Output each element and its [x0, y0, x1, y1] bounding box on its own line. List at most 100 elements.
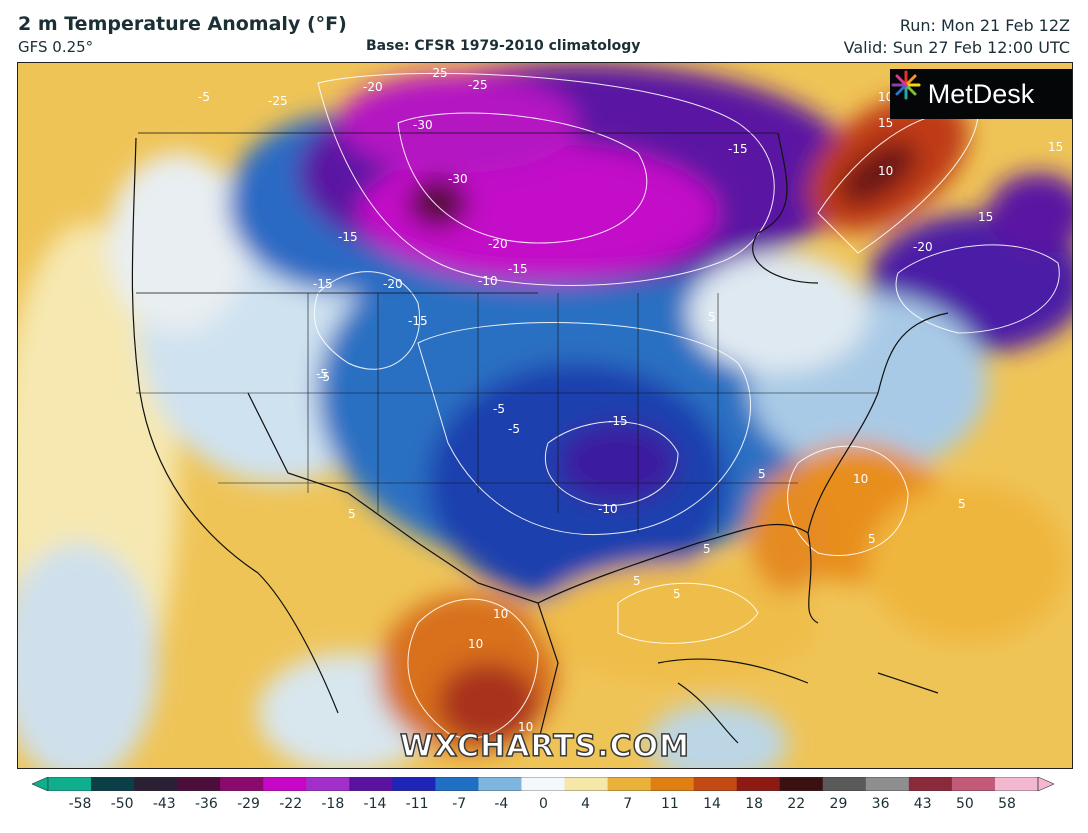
colorbar-tick-label: -58	[68, 796, 92, 812]
contour-label: -5	[316, 367, 328, 381]
contour-label: 15	[978, 210, 993, 224]
colorbar-segment	[607, 777, 652, 791]
contour-label-layer: -5-25-20-25-25-30-30-20-15-10-15 -20-15-5…	[198, 66, 1063, 734]
contour-label: 15	[878, 116, 893, 130]
contour-label: -5	[198, 90, 210, 104]
contour-label: -10	[598, 502, 618, 516]
colorbar-tick-label: 7	[623, 796, 633, 812]
contour-label: -10	[478, 274, 498, 288]
colorbar-tick-label: -14	[363, 796, 387, 812]
contour-label: 15	[1048, 140, 1063, 154]
climatology-base-label: Base: CFSR 1979-2010 climatology	[366, 38, 641, 54]
colorbar-segment	[521, 777, 566, 791]
colorbar-segment	[134, 777, 178, 791]
contour-label: 5	[758, 467, 766, 481]
contour-label: 10	[878, 90, 893, 104]
run-time-label: Run: Mon 21 Feb 12Z	[899, 16, 1070, 35]
contour-label: -30	[448, 172, 468, 186]
colorbar-tick-label: -22	[279, 796, 303, 812]
contour-label: -5	[493, 402, 505, 416]
colorbar-segment	[736, 777, 781, 791]
colorbar-tick-label: 0	[539, 796, 548, 812]
colorbar-tick-label: 36	[871, 796, 890, 812]
contour-label: 5	[673, 587, 681, 601]
contour-label: -5	[508, 422, 520, 436]
colorbar-segment	[908, 777, 953, 791]
colorbar-segment	[822, 777, 867, 791]
colorbar-tick-label: 22	[787, 796, 806, 812]
colorbar-tick-label: -29	[237, 796, 260, 812]
contour-label: 5	[703, 542, 711, 556]
colorbar-tick-label: -43	[152, 796, 176, 812]
valid-time-label: Valid: Sun 27 Feb 12:00 UTC	[843, 38, 1070, 57]
colorbar-tick-label: 58	[998, 796, 1016, 812]
contour-label: 10	[878, 164, 893, 178]
contour-label: -20	[488, 237, 508, 251]
contour-label: 5	[708, 310, 716, 324]
metdesk-logo-text: MetDesk	[927, 78, 1035, 109]
metdesk-logo: MetDesk	[890, 69, 1072, 119]
contour-label: 5	[868, 532, 876, 546]
model-label: GFS 0.25°	[18, 38, 94, 56]
colorbar-segment	[263, 777, 307, 791]
borders	[131, 132, 949, 744]
contour-label: 5	[633, 574, 641, 588]
contour-label: 10	[518, 720, 533, 734]
colorbar-segment	[220, 777, 264, 791]
colorbar-segment	[349, 777, 393, 791]
colorbar-segment	[779, 777, 824, 791]
contour-label: -15	[728, 142, 748, 156]
colorbar-ticks: -58 -50 -43 -36 -29 -22 -18 -14 -11 -7 -4 0 4 7 11 14 18…	[0, 796, 1088, 816]
colorbar-segment	[392, 777, 436, 791]
colorbar-tick-label: 4	[581, 796, 591, 812]
metdesk-pinwheel-icon	[891, 70, 921, 100]
contour-label: -15	[408, 314, 428, 328]
colorbar-segment	[177, 777, 221, 791]
contour-label: -15	[508, 262, 528, 276]
colorbar-segment	[693, 777, 738, 791]
colorbar-tick-label: -18	[321, 796, 345, 812]
contour-label: 10	[493, 607, 508, 621]
contour-label: -25	[268, 94, 288, 108]
colorbar-tick-label: -4	[494, 796, 509, 812]
colorbar-tick-label: 18	[745, 796, 764, 812]
contour-label: -25	[468, 78, 488, 92]
colorbar-segment	[951, 777, 996, 791]
contour-label: -20	[363, 80, 383, 94]
colorbar-tick-label: -11	[405, 796, 429, 812]
contour-label: 10	[468, 637, 483, 651]
colorbar-segment	[91, 777, 135, 791]
colorbar-segment	[650, 777, 695, 791]
colorbar-tick-label: -50	[110, 796, 134, 812]
wxcharts-watermark: WXCHARTS.COM	[399, 728, 691, 765]
colorbar-segment	[994, 777, 1039, 791]
colorbar-segment	[306, 777, 350, 791]
contour-label: -15	[313, 277, 333, 291]
contour-label: -25	[428, 66, 448, 80]
contour-label: 5	[348, 507, 356, 521]
colorbar-segment	[48, 777, 92, 791]
contour-label: -30	[413, 118, 433, 132]
contour-label: 10	[853, 472, 868, 486]
map-canvas: -5-25-20-25-25-30-30-20-15-10-15 -20-15-5…	[18, 63, 1072, 768]
contour-label: -15	[608, 414, 628, 428]
colorbar-tick-label: 50	[955, 796, 974, 812]
colorbar-segment	[865, 777, 910, 791]
contour-label: -20	[913, 240, 933, 254]
colorbar-min-arrow	[32, 777, 49, 791]
colorbar-max-arrow	[1037, 777, 1054, 791]
colorbar-tick-label: -7	[452, 796, 467, 812]
colorbar-segment	[564, 777, 609, 791]
chart-title: 2 m Temperature Anomaly (°F)	[18, 13, 347, 35]
colorbar-tick-label: 29	[829, 796, 848, 812]
colorbar	[32, 777, 1054, 791]
colorbar-tick-label: 14	[703, 796, 721, 812]
anomaly-map[interactable]: -5 -25 -20 -25 -25 -30 -30 -20 -15 -10 -15 -20 -15 -5…	[17, 62, 1073, 769]
colorbar-segment	[478, 777, 522, 791]
colorbar-tick-label: -36	[194, 796, 218, 812]
contour-label: -20	[383, 277, 403, 291]
colorbar-tick-label: 43	[913, 796, 932, 812]
contour-label: 5	[958, 497, 966, 511]
colorbar-tick-label: 11	[660, 796, 679, 812]
contour-label: -15	[338, 230, 358, 244]
